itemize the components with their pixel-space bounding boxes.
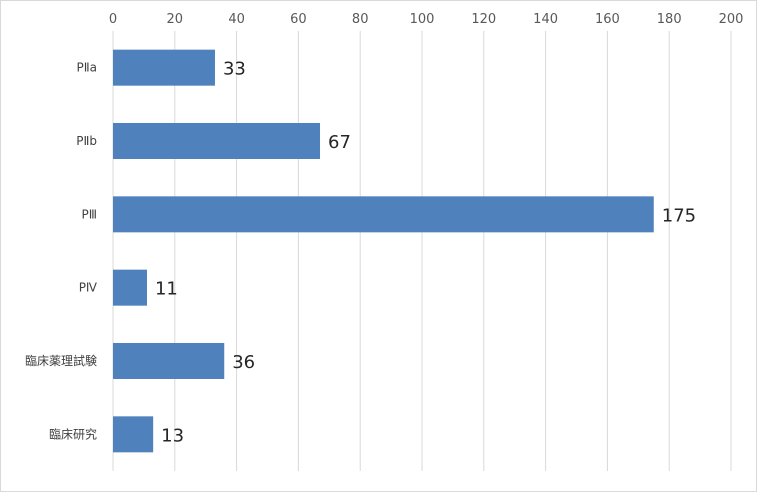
gridlines [112,31,732,471]
category-label: PⅡb [76,134,97,148]
x-tick-label: 180 [657,12,682,27]
category-label: PⅡa [77,61,98,75]
bar [113,416,154,453]
x-tick-label: 0 [109,12,117,27]
x-tick-label: 60 [290,12,307,27]
x-tick-label: 140 [533,12,558,27]
bar [113,196,654,233]
data-label: 67 [328,132,351,153]
x-tick-label: 40 [228,12,245,27]
data-label: 175 [662,205,696,226]
x-tick-label: 100 [410,12,435,27]
x-tick-label: 20 [167,12,184,27]
bars [113,49,654,453]
category-label: PⅣ [79,281,97,295]
category-label: PⅢ [81,207,97,221]
data-label: 33 [223,59,246,80]
x-tick-label: 160 [595,12,620,27]
bar [113,49,215,86]
x-tick-label: 200 [719,12,744,27]
x-axis-ticks: 0 20 40 60 80 100 120 140 160 180 200 [109,12,744,27]
bar [113,343,225,379]
bar [113,123,321,159]
x-tick-label: 120 [471,12,496,27]
data-label: 13 [161,425,184,446]
category-label: 臨床研究 [49,426,97,441]
data-label: 11 [155,279,178,300]
category-label: 臨床薬理試験 [25,353,97,368]
data-labels: 33 67 175 11 36 13 [155,59,696,447]
bar [113,269,147,306]
x-tick-label: 80 [352,12,369,27]
data-label: 36 [232,352,255,373]
